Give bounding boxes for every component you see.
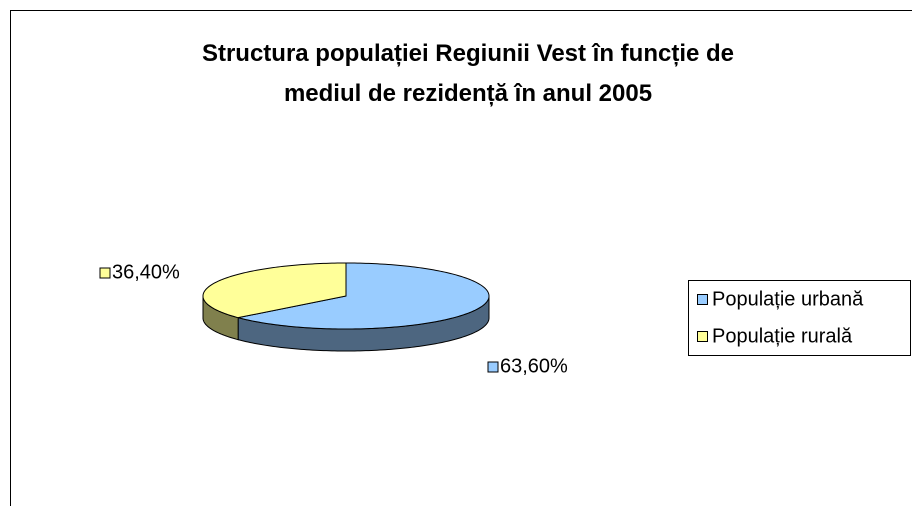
legend-label: Populație urbană <box>712 288 864 310</box>
legend-label: Populație rurală <box>712 325 853 347</box>
pie-slice <box>202 262 347 341</box>
legend-box <box>688 280 911 356</box>
data-label: 36,40% <box>112 261 180 283</box>
chart-frame <box>10 10 912 506</box>
label-key <box>487 361 499 373</box>
data-label: 63,60% <box>500 355 568 377</box>
label-key <box>99 267 111 279</box>
chart-title: Structura populației Regiunii Vest în fu… <box>201 40 735 107</box>
legend-key <box>697 294 708 305</box>
pie-top <box>238 262 490 330</box>
legend-key <box>697 331 708 342</box>
pie-top <box>202 262 347 319</box>
